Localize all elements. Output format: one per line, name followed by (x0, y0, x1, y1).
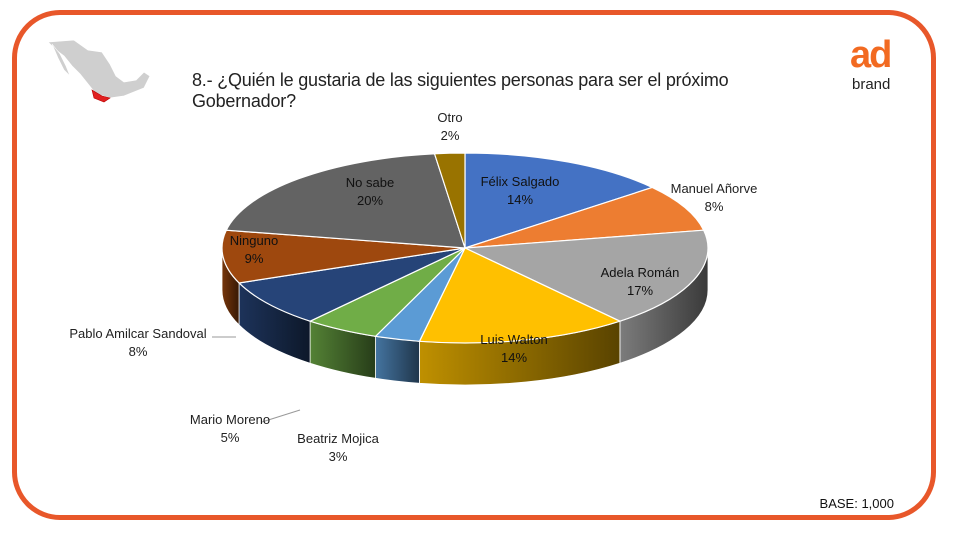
mexico-map-icon (47, 39, 151, 103)
pie-labels: Félix Salgado 14% Manuel Añorve 8% Adela Rom… (69, 110, 757, 464)
slice-label-1: Manuel Añorve (671, 181, 758, 196)
leader-line-5 (261, 409, 301, 423)
logo-brand-text: brand (852, 76, 891, 93)
brand-logo: ad brand (846, 34, 906, 96)
slice-label-6: Pablo Amilcar Sandoval (69, 326, 206, 341)
slice-label-9: Otro (437, 110, 462, 125)
pie-slice-8 (225, 153, 466, 249)
pie-slice-0 (464, 152, 654, 249)
slice-label-0: Félix Salgado (481, 174, 560, 189)
slice-label-4: Beatriz Mojica (297, 431, 379, 446)
pie-slice-1 (464, 186, 705, 249)
slice-value-5: 5% (221, 430, 240, 445)
slice-value-4: 3% (329, 449, 348, 464)
pie-slice-3 (418, 247, 622, 344)
slice-value-6: 8% (129, 344, 148, 359)
slice-value-9: 2% (441, 128, 460, 143)
slice-label-7: Ninguno (230, 233, 278, 248)
logo-ad-text: ad (850, 34, 892, 76)
pie-side-4 (375, 335, 420, 384)
slice-label-3: Luis Walton (480, 332, 547, 347)
slice-label-8: No sabe (346, 175, 394, 190)
slice-value-8: 20% (357, 193, 383, 208)
page-title: 8.- ¿Quién le gustaria de las siguientes… (192, 70, 729, 111)
slice-value-0: 14% (507, 192, 533, 207)
slice-value-7: 9% (245, 251, 264, 266)
pie-slice-6 (237, 247, 466, 322)
slice-value-2: 17% (627, 283, 653, 298)
slice-value-3: 14% (501, 350, 527, 365)
slice-label-2: Adela Román (601, 265, 680, 280)
slice-value-1: 8% (705, 199, 724, 214)
pie-slice-7 (221, 229, 466, 284)
pie-slice-2 (462, 229, 709, 322)
pie-top (221, 152, 709, 344)
base-sample-size: BASE: 1,000 (819, 496, 894, 511)
pie-slice-9 (433, 152, 466, 249)
slice-label-5: Mario Moreno (190, 412, 270, 427)
